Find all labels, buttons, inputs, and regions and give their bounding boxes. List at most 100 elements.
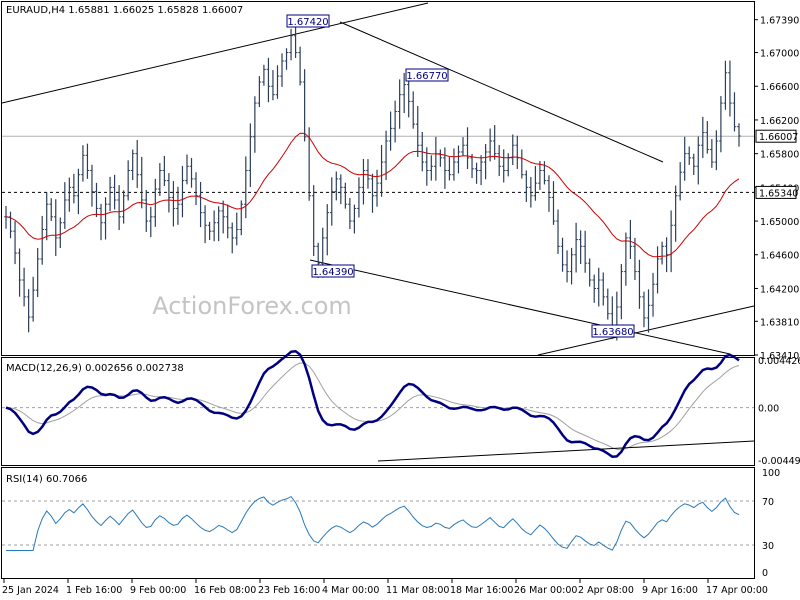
candle [415,106,420,158]
candle [538,160,542,190]
resistance-trendline [339,21,664,163]
price-tick-label: 1.64200 [760,284,799,295]
x-tick-label: 2 Apr 08:00 [578,585,634,596]
candle [361,158,366,205]
x-axis: 25 Jan 2024 1 Feb 16:00 9 Feb 00:00 16 Feb … [2,579,768,596]
candle [619,264,624,320]
candle [737,123,741,147]
support-trendline [537,305,755,356]
candle [271,70,275,101]
candle [569,247,574,285]
price-tick-label: 1.63810 [760,317,799,328]
price-marker-box [755,185,797,199]
candle [216,206,221,242]
candle [578,230,583,265]
candle [176,186,180,225]
trendlines [1,2,755,356]
candle [99,203,103,241]
candle [289,28,293,61]
candle [673,185,678,242]
x-tick-label: 18 Mar 16:00 [450,585,513,596]
candle [556,209,560,254]
candle [728,60,732,117]
candle [714,130,719,171]
price-tick-label: 1.63410 [760,351,799,362]
candle [388,111,393,151]
annotation-text: 1.67420 [287,17,328,28]
ema-line [5,132,740,258]
rsi-label: RSI(14) 60.7066 [6,474,87,485]
candle [719,96,723,153]
candle [189,158,194,188]
candle [76,168,81,215]
x-tick-label: 9 Feb 00:00 [130,585,186,596]
candle [710,139,714,168]
candle [302,69,307,142]
annotation-text: 1.63680 [592,327,633,338]
candle [705,121,710,154]
candle [348,198,352,230]
candle [171,181,176,227]
candle [352,204,357,234]
rsi-axis: 100 70 30 0 [762,468,780,579]
candle [452,148,456,181]
candle [461,137,465,156]
macd-tick-label: 0.00 [758,404,779,415]
candle [49,198,54,221]
price-axis: 1.673901.670001.666001.662001.658001.654… [754,16,799,362]
candle [81,145,85,182]
macd-axis: 0.004426 0.00 -0.004493 [758,356,800,467]
candle [185,154,189,185]
price-tick-label: 1.64600 [760,251,799,262]
candle [551,181,556,225]
candle [158,163,162,196]
candle [384,130,388,181]
candle [90,164,94,207]
candle [153,178,158,227]
candle [379,144,384,197]
candle [130,149,135,181]
x-tick-label: 9 Apr 16:00 [642,585,698,596]
candle [31,276,35,322]
candle [547,175,551,212]
price-tick-label: 1.66600 [760,82,799,93]
candle [696,136,701,185]
candle [687,146,692,165]
annotation-text: 1.64390 [312,267,353,278]
price-tick-label: 1.67000 [760,49,799,60]
annotation-label: 1.66770 [405,68,449,82]
candle [248,123,253,188]
candle [375,169,379,207]
candle [225,204,230,239]
candle [284,48,289,70]
rsi-tick-label: 70 [762,497,774,508]
candle [483,143,488,180]
candle [402,72,406,114]
candle [701,116,705,158]
candle [180,165,185,218]
candle [334,171,339,201]
candle [266,57,271,103]
annotations: 1.67420 1.66770 1.64390 1.63680 [286,14,635,338]
price-tick-label: 1.65000 [760,217,799,228]
candle [85,143,90,179]
candle [723,60,728,110]
candle [298,46,302,86]
candle [257,76,262,108]
candle [135,139,140,188]
candle [167,173,171,213]
candle [488,128,492,162]
candle [637,259,642,309]
symbol-label: EURAUD,H4 1.65881 1.66025 1.65828 1.6600… [6,5,243,16]
candle [479,155,483,186]
candle [470,153,474,179]
candle [17,248,22,297]
upper-channel-line [1,2,429,104]
candle [26,289,31,333]
price-tick-label: 1.67390 [760,16,799,27]
rsi-line [6,495,740,551]
annotation-box [405,68,449,82]
candle [664,237,669,273]
candle [329,177,334,226]
x-tick-label: 11 Mar 08:00 [386,585,449,596]
